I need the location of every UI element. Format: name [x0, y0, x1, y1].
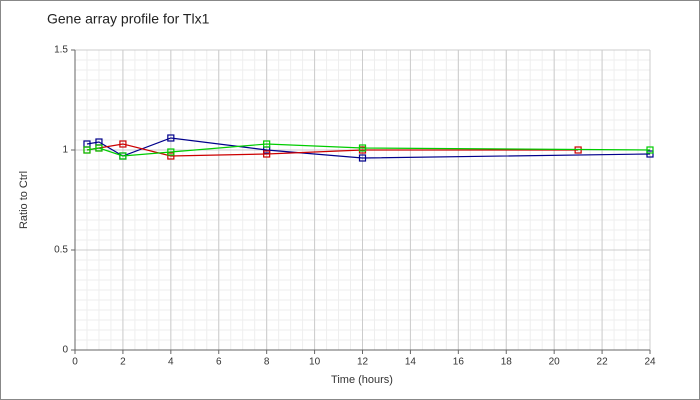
point-marker — [358, 154, 367, 162]
x-tick-label: 12 — [357, 357, 369, 368]
point-marker — [646, 146, 654, 154]
x-tick-label: 0 — [72, 357, 78, 368]
y-tick-label: 1 — [62, 145, 68, 156]
x-tick-label: 4 — [168, 357, 174, 368]
x-tick-label: 18 — [501, 357, 513, 368]
series-line — [86, 137, 651, 159]
x-tick-label: 6 — [216, 357, 222, 368]
series-line — [86, 143, 651, 157]
point-marker — [263, 150, 271, 158]
x-tick-label: 16 — [453, 357, 465, 368]
x-tick-label: 14 — [405, 357, 417, 368]
x-tick-label: 24 — [644, 357, 656, 368]
y-tick-label: 0 — [62, 345, 68, 356]
x-tick-label: 20 — [549, 357, 561, 368]
point-marker — [95, 144, 103, 152]
point-marker — [167, 134, 175, 142]
x-axis-label: Time (hours) — [331, 374, 393, 386]
point-marker — [119, 152, 127, 160]
point-marker — [83, 146, 91, 154]
point-marker — [167, 148, 175, 156]
x-tick-label: 10 — [309, 357, 321, 368]
x-tick-label: 22 — [597, 357, 609, 368]
y-axis-label: Ratio to Ctrl — [18, 171, 30, 229]
point-marker — [358, 144, 367, 152]
x-tick-label: 8 — [264, 357, 270, 368]
y-tick-label: 1.5 — [54, 45, 68, 56]
x-tick-label: 2 — [120, 357, 126, 368]
y-tick-label: 0.5 — [54, 245, 68, 256]
chart-title: Gene array profile for Tlx1 — [47, 11, 210, 27]
point-marker — [263, 140, 271, 148]
point-marker — [167, 152, 175, 160]
point-marker — [119, 140, 127, 148]
point-marker — [646, 150, 654, 158]
